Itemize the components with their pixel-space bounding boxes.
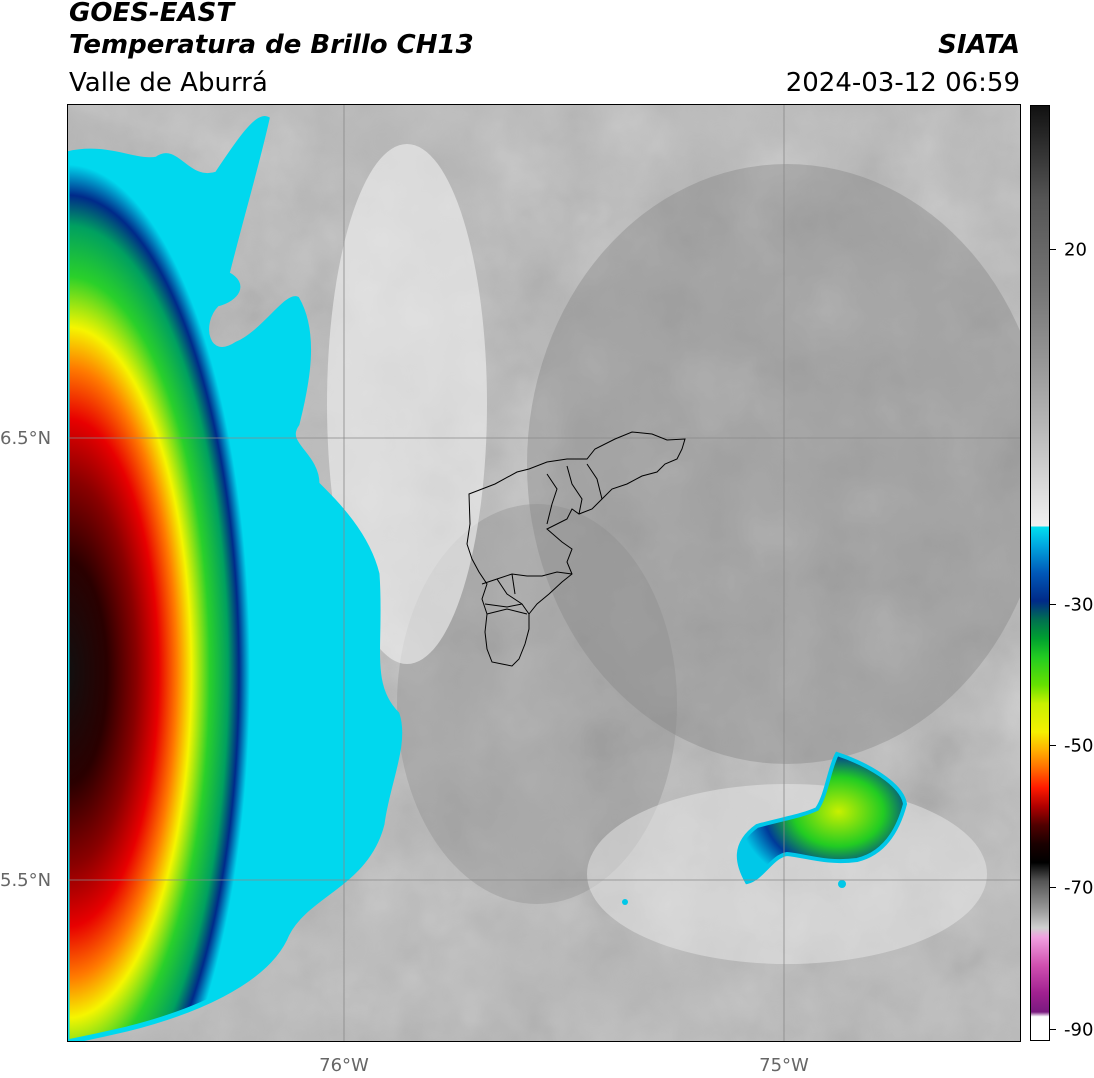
cloud-fragment xyxy=(838,880,846,888)
colorbar-tick xyxy=(1050,249,1056,250)
isolated-storm-cell xyxy=(736,751,908,885)
colorbar-tick xyxy=(1050,745,1056,746)
cloud-warm-area xyxy=(527,164,1021,764)
lon-label-75W: 75°W xyxy=(759,1055,809,1076)
lon-label-76W: 76°W xyxy=(319,1055,369,1076)
lat-label-5-5N: 5.5°N xyxy=(0,870,52,891)
satellite-map[interactable] xyxy=(67,104,1021,1042)
satellite-title: GOES-EAST xyxy=(69,0,235,28)
colorbar-label-20: 20 xyxy=(1064,239,1087,261)
cloud-warm-area xyxy=(397,504,677,904)
colorbar-tick xyxy=(1050,604,1056,605)
colorbar-label-neg70: -70 xyxy=(1064,877,1094,899)
cloud-fragment xyxy=(622,899,628,905)
colorbar xyxy=(1030,105,1050,1041)
brand-label: SIATA xyxy=(938,30,1020,60)
product-title: Temperatura de Brillo CH13 xyxy=(69,30,474,60)
cloud-cold-edge xyxy=(327,144,487,664)
convective-storm-system xyxy=(67,116,403,1042)
lat-label-6-5N: 6.5°N xyxy=(0,428,52,449)
colorbar-tick xyxy=(1050,887,1056,888)
datetime-label: 2024-03-12 06:59 xyxy=(785,68,1020,98)
colorbar-label-neg50: -50 xyxy=(1064,735,1094,757)
colorbar-tick xyxy=(1050,1029,1056,1030)
valle-de-aburra-municipalities xyxy=(466,431,686,667)
map-canvas xyxy=(67,104,1021,1042)
cloud-cold-area xyxy=(587,784,987,964)
cloud-fragment xyxy=(347,590,369,607)
colorbar-label-neg90: -90 xyxy=(1064,1019,1094,1041)
region-subtitle: Valle de Aburrá xyxy=(69,68,268,98)
colorbar-label-neg30: -30 xyxy=(1064,594,1094,616)
